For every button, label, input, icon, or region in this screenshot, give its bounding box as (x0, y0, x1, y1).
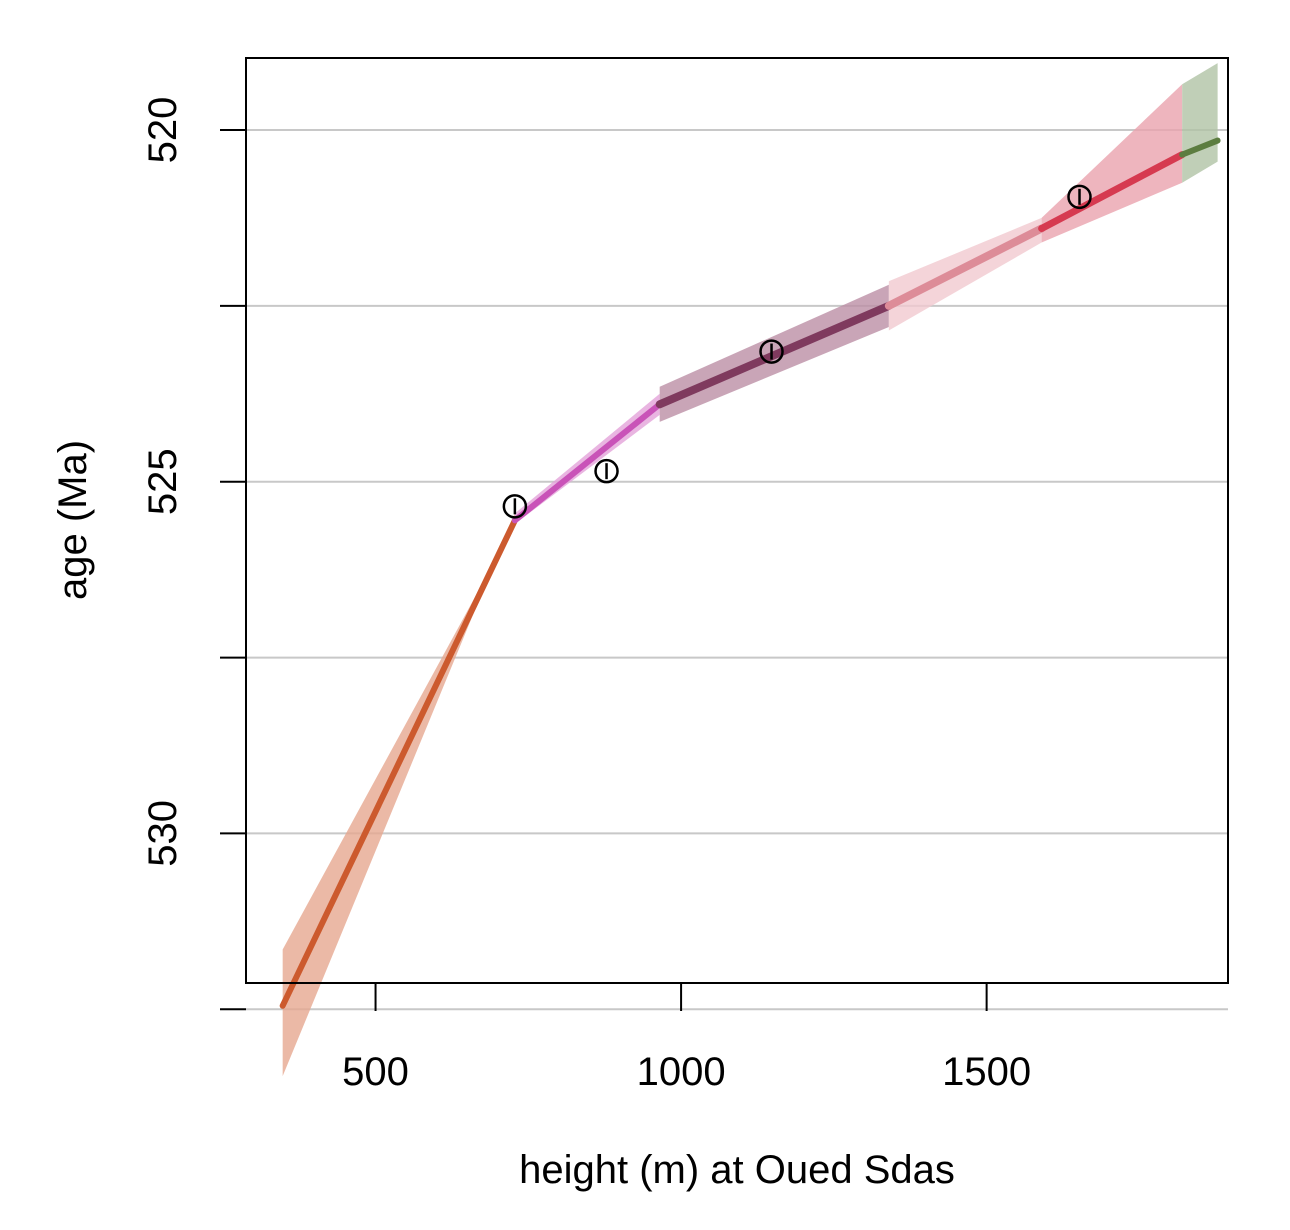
confidence-band (1182, 63, 1218, 183)
y-axis: 520 525 530 (141, 97, 246, 1011)
confidence-bands (282, 63, 1218, 1077)
y-tick-label: 525 (141, 448, 185, 515)
confidence-band (888, 217, 1042, 331)
series-line (1179, 137, 1221, 158)
x-axis-title: height (m) at Oued Sdas (519, 1148, 955, 1192)
series-line (884, 224, 1046, 310)
y-tick-label: 520 (141, 97, 185, 164)
data-point (1067, 184, 1092, 210)
data-point-circle (759, 339, 784, 364)
data-point (502, 494, 528, 519)
series-line (279, 517, 518, 1009)
series-line (655, 301, 893, 409)
y-tick-label: 530 (141, 800, 185, 867)
series-line (1038, 151, 1186, 232)
x-tick-label: 1000 (637, 1050, 726, 1094)
x-axis: 500 1000 1500 (246, 982, 1228, 1094)
series-line (511, 401, 663, 524)
data-point-circle (1067, 184, 1092, 210)
data-point-circle (502, 494, 528, 519)
data-points (502, 184, 1092, 519)
x-tick-label: 1500 (942, 1050, 1031, 1094)
confidence-band (1041, 84, 1183, 243)
x-tick-label: 500 (342, 1050, 409, 1094)
data-point-circle (594, 458, 619, 484)
y-axis-title: age (Ma) (51, 440, 95, 600)
series-lines (279, 137, 1221, 1009)
grid-lines (246, 129, 1228, 1011)
data-point (594, 458, 619, 484)
data-point (759, 339, 784, 364)
confidence-band (282, 513, 515, 1077)
